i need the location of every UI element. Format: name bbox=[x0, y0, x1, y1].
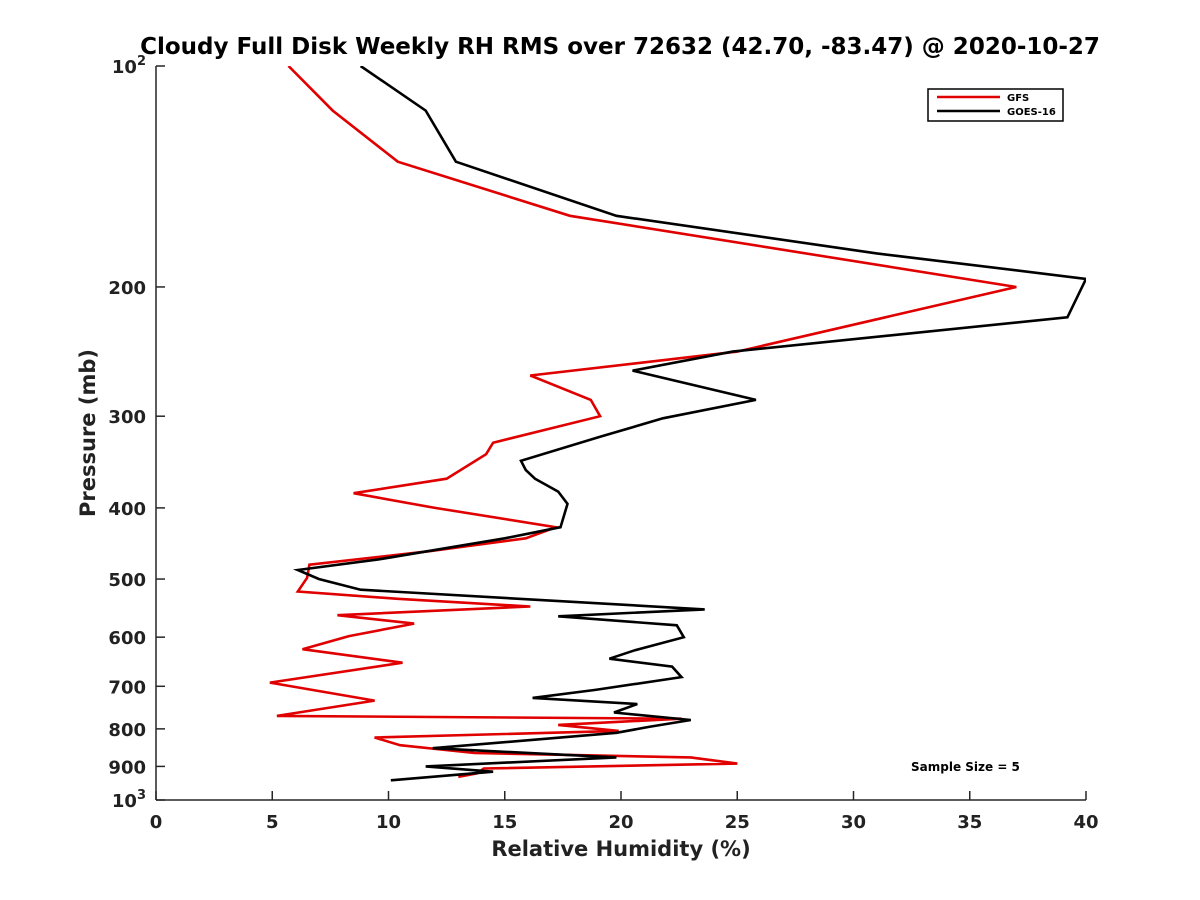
chart-title: Cloudy Full Disk Weekly RH RMS over 7263… bbox=[140, 34, 1100, 60]
x-tick-label: 15 bbox=[492, 812, 517, 833]
y-tick-label: 500 bbox=[108, 570, 146, 591]
y-tick-label: 800 bbox=[108, 720, 146, 741]
x-tick-label: 20 bbox=[608, 812, 633, 833]
plot-area bbox=[155, 66, 1086, 801]
x-tick-label: 5 bbox=[266, 812, 279, 833]
x-tick-label: 10 bbox=[376, 812, 401, 833]
y-tick-label: 600 bbox=[108, 628, 146, 649]
x-tick-label: 40 bbox=[1073, 812, 1098, 833]
y-ticks: 102 200 300 400 500 600 700 800 900 103 bbox=[108, 54, 165, 812]
y-tick-label: 900 bbox=[108, 757, 146, 778]
y-tick-label: 102 bbox=[112, 54, 146, 78]
y-axis-label: Pressure (mb) bbox=[76, 349, 100, 517]
y-tick-label: 200 bbox=[108, 278, 146, 299]
legend-label-goes16: GOES-16 bbox=[1007, 107, 1056, 118]
y-tick-label: 400 bbox=[108, 499, 146, 520]
legend-box bbox=[927, 88, 1064, 122]
series-lines bbox=[269, 66, 1086, 782]
x-tick-label: 30 bbox=[841, 812, 866, 833]
x-tick-label: 35 bbox=[957, 812, 982, 833]
series-line-gfs bbox=[269, 66, 1017, 779]
x-tick-label: 0 bbox=[150, 812, 163, 833]
y-tick-label: 700 bbox=[108, 677, 146, 698]
legend-label-gfs: GFS bbox=[1007, 93, 1029, 104]
x-ticks: 0 5 10 15 20 25 30 35 40 bbox=[150, 791, 1099, 833]
series-line-goes16 bbox=[292, 66, 1086, 782]
sample-size-annotation: Sample Size = 5 bbox=[911, 760, 1020, 774]
x-tick-label: 25 bbox=[725, 812, 750, 833]
y-tick-label: 300 bbox=[108, 407, 146, 428]
y-tick-label: 103 bbox=[112, 788, 146, 812]
legend: GFS GOES-16 bbox=[927, 88, 1064, 122]
x-axis-label: Relative Humidity (%) bbox=[491, 837, 750, 861]
